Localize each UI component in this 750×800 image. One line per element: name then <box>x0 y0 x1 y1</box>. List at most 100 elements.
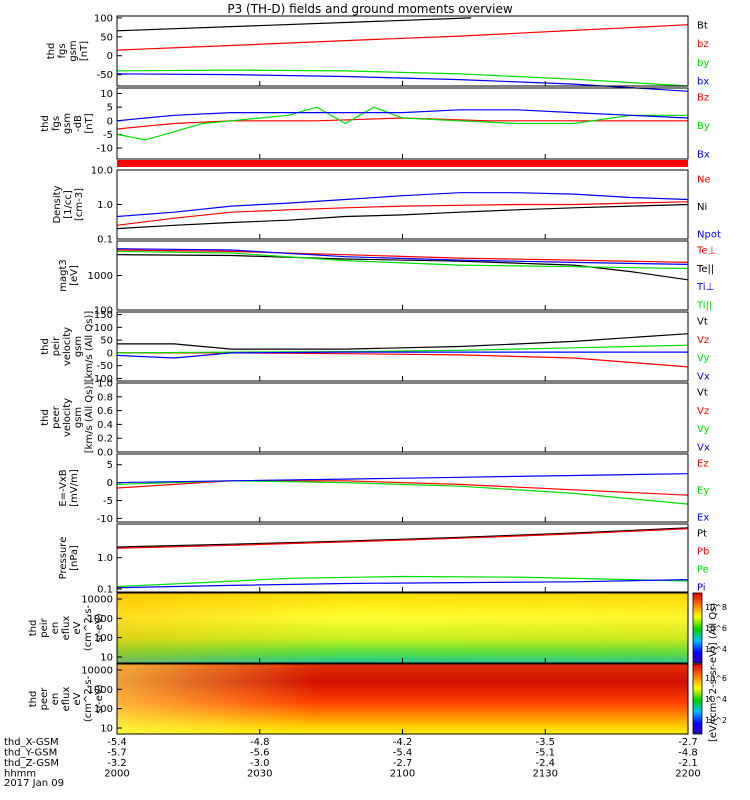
footer-value: -5.4 <box>107 737 127 748</box>
panel-frame <box>116 453 689 523</box>
legend-Pe: Pe <box>697 565 709 576</box>
ylabel-line: -dB <box>73 115 84 132</box>
ylabel-line: fgs <box>51 116 62 131</box>
legend-Te⊥: Te⊥ <box>696 246 716 257</box>
ytick-label: 0 <box>107 51 113 62</box>
panel-4: 1000 100 Te⊥ Te|| Ti⊥ Ti|| magt3 [eV] <box>58 240 716 317</box>
ylabel-line: [mV/m] <box>69 469 80 507</box>
chart-title: P3 (TH-D) fields and ground moments over… <box>227 2 512 16</box>
ylabel-line: en <box>50 622 61 635</box>
ytick-label: 0.1 <box>97 235 113 246</box>
series-line-bx <box>116 73 689 92</box>
ylabel-line: thd <box>28 620 39 637</box>
heatmap-shade-10 <box>117 664 688 734</box>
footer-axis-table: thd_X-GSM -5.4 -4.8 -4.2 -3.5 -2.7 thd_Y-GSM -5… <box>4 737 701 780</box>
ytick-label: 10 <box>100 653 113 664</box>
series-line-Ti|| <box>116 250 689 270</box>
colorbar-ticks: 10^8 10^6 10^4 10^6 10^4 10^2 <box>705 603 727 725</box>
ylabel-line: thd <box>40 115 51 132</box>
series-line-Pi <box>116 579 689 589</box>
series-line-Ti⊥ <box>116 248 689 265</box>
ylabel-line: gsm <box>62 113 73 134</box>
ylabel-line: magt3 <box>58 259 69 292</box>
ytick-label: 10000 <box>81 666 113 677</box>
ylabel-line: [eV] <box>69 265 80 286</box>
ylabel-line: gsm <box>73 336 84 357</box>
legend-Vt: Vt <box>697 317 708 328</box>
footer-value: -3.2 <box>107 758 127 769</box>
ytick-label: 0 <box>107 116 113 127</box>
panel-7: 5 0 -5 -10 Ez Ey Ex E=-VxB [mV/m] <box>58 453 709 525</box>
ytick-label: -100 <box>90 374 113 385</box>
series-line-Vy <box>116 344 689 354</box>
ylabel-line: [nPa] <box>69 545 80 571</box>
footer-value: -3.0 <box>250 758 270 769</box>
ytick-label: 0 <box>107 348 113 359</box>
footer-value: -4.8 <box>250 737 270 748</box>
series-line-Ez <box>116 480 689 496</box>
panel-9: 10000 1000 100 10 thd peir en eflux eV (cm^2-s-sr… <box>28 592 689 664</box>
ylabel-line: velocity <box>62 398 73 437</box>
colorbar-tick-label: 10^6 <box>705 674 727 683</box>
legend-By: By <box>697 121 710 132</box>
legend-Pb: Pb <box>697 547 709 558</box>
series-line-Ex <box>116 473 689 484</box>
legend-Ex: Ex <box>697 513 709 524</box>
legend-Bx: Bx <box>697 150 710 161</box>
ytick-label: 0.0 <box>97 448 113 459</box>
ylabel-line: fgs <box>57 43 68 58</box>
legend-Vy: Vy <box>697 424 710 435</box>
ytick-label: 0 <box>107 478 113 489</box>
legend-Vz: Vz <box>697 335 709 346</box>
ytick-label: 0.8 <box>97 392 113 403</box>
series-line-bz <box>116 24 689 51</box>
legend-Ti⊥: Ti⊥ <box>696 282 714 293</box>
ylabel-line: eflux <box>61 687 72 712</box>
panel-1: 100 50 0 -50 Bt bz by bx thd fgs gsm [nT] <box>46 13 709 92</box>
ylabel-line: thd <box>46 43 57 60</box>
ytick-label: 100 <box>94 306 113 317</box>
footer-date: 2017 Jan 09 <box>4 778 64 789</box>
ytick-label: 50 <box>100 32 113 43</box>
ylabel-line: [nT] <box>84 113 95 133</box>
panel-5: 150 100 500 -50 -100 Vt Vz Vy Vx thd peir velocity g… <box>40 310 710 385</box>
panel-2: 10 5 0 -5 -10 Bz By Bx thd fgs gsm -dB [nT] <box>40 87 710 161</box>
panel-frame <box>116 15 689 87</box>
footer-row-label: thd_Z-GSM <box>4 758 59 769</box>
series-line-Bx <box>116 109 689 122</box>
series-line-By <box>116 106 688 141</box>
panel-frame <box>116 382 689 453</box>
colorbar-peer <box>692 663 703 735</box>
series-line-Pb <box>116 528 689 549</box>
ytick-label: 10 <box>100 724 113 735</box>
series-line-Vt <box>117 333 689 350</box>
footer-value: -5.7 <box>107 748 127 759</box>
series-line-Pt <box>116 527 689 548</box>
ytick-label: 1000 <box>88 614 113 625</box>
ytick-label: -5 <box>103 496 113 507</box>
ylabel-line: [1/cc] <box>63 190 74 219</box>
legend-Ne: Ne <box>697 175 711 186</box>
footer-row-label: thd_X-GSM <box>4 737 59 748</box>
colorbar-label: [eV/(cm^2-s-sr-eV)] (All Qs) <box>708 603 719 742</box>
series-line-Te⊥ <box>116 249 689 263</box>
legend-Te||: Te|| <box>696 264 714 275</box>
footer-value: -2.7 <box>393 758 413 769</box>
footer-value: 2030 <box>247 769 272 780</box>
ylabel-line: E=-VxB <box>58 469 69 506</box>
ytick-label: 50 <box>100 336 113 347</box>
footer-value: 2200 <box>675 769 700 780</box>
ylabel-line: sr-eV) <box>94 613 105 642</box>
legend-Bz: Bz <box>697 93 709 104</box>
legend-Vx: Vx <box>697 443 710 454</box>
footer-value: -5.1 <box>535 748 555 759</box>
ytick-label: 1.0 <box>97 553 113 564</box>
legend-Ey: Ey <box>697 486 709 497</box>
footer-value: -4.2 <box>393 737 413 748</box>
legend-Vz: Vz <box>697 406 709 417</box>
legend-Ez: Ez <box>697 459 709 470</box>
ytick-label: 1.0 <box>97 379 113 390</box>
ytick-label: 0.6 <box>97 406 113 417</box>
legend-bx: bx <box>697 77 709 88</box>
panel-10: 10000 1000 100 10 thd peer en eflux eV (cm^2-s-sr… <box>28 663 689 735</box>
